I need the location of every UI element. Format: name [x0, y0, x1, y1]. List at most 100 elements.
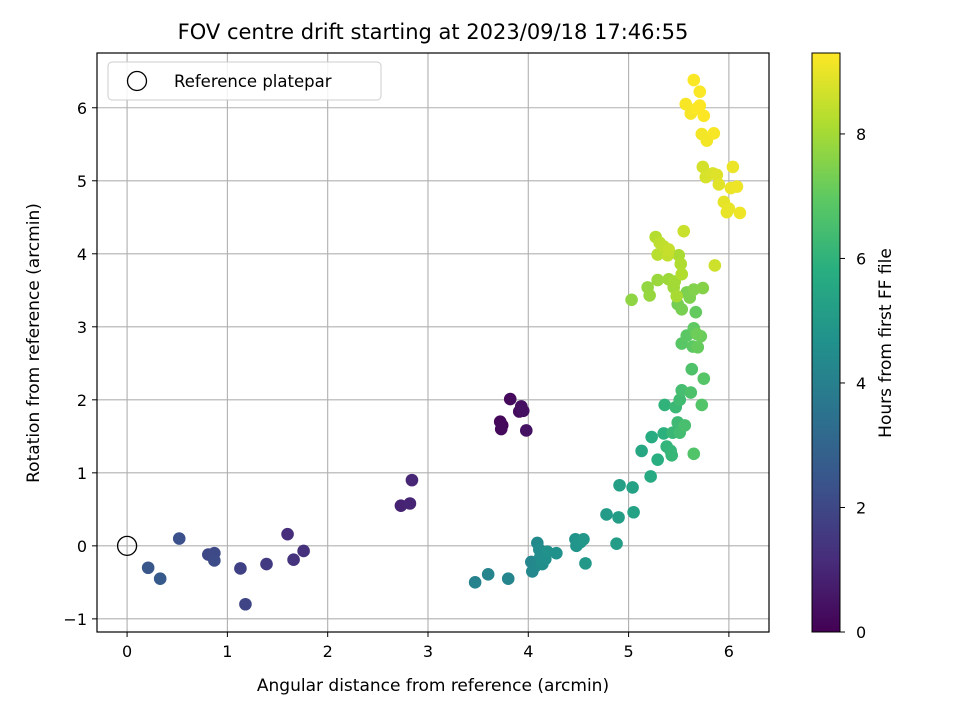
legend: Reference platepar — [107, 61, 382, 101]
legend-open-circle-icon — [126, 70, 148, 92]
data-point — [612, 511, 625, 524]
data-point — [501, 572, 515, 585]
data-point — [643, 289, 656, 302]
data-point — [550, 546, 563, 560]
data-point — [494, 422, 508, 436]
data-point — [697, 372, 711, 385]
data-point — [651, 273, 664, 287]
data-point — [673, 393, 687, 407]
data-point — [579, 557, 592, 570]
x-tick-label: 1 — [222, 642, 232, 661]
data-point — [577, 532, 590, 546]
legend-box — [107, 61, 382, 101]
data-point — [712, 178, 726, 191]
colorbar: 0 2 4 6 8 Hours from first FF file — [811, 52, 896, 642]
data-point — [733, 206, 747, 220]
data-point — [627, 505, 640, 519]
reference-marker-layer — [116, 535, 138, 556]
data-point — [516, 404, 530, 418]
x-tick-label: 0 — [122, 642, 132, 661]
colorbar-tick-label: 0 — [856, 623, 866, 642]
data-point — [691, 340, 705, 354]
data-point — [693, 85, 707, 98]
data-point — [644, 470, 657, 483]
y-axis-ticks: −1 0 1 2 3 4 5 6 — [63, 99, 97, 629]
data-point — [172, 532, 186, 545]
data-point — [153, 572, 167, 585]
data-point — [625, 293, 638, 307]
data-point — [689, 305, 703, 319]
data-point — [297, 544, 310, 558]
data-point — [600, 508, 613, 521]
data-point — [481, 568, 495, 581]
data-point — [287, 553, 300, 567]
data-point — [696, 160, 710, 174]
colorbar-tick-label: 6 — [856, 249, 866, 268]
data-point — [696, 281, 710, 295]
y-tick-label: 3 — [77, 318, 87, 337]
colorbar-tick-label: 8 — [856, 125, 866, 144]
data-point — [690, 327, 704, 341]
y-tick-label: 2 — [77, 391, 87, 410]
x-tick-label: 4 — [523, 642, 533, 661]
data-point — [645, 430, 658, 444]
data-point — [684, 386, 698, 399]
chart-title: FOV centre drift starting at 2023/09/18 … — [178, 20, 689, 44]
x-tick-label: 5 — [623, 642, 633, 661]
data-point — [141, 561, 155, 575]
data-point — [665, 449, 679, 462]
data-point — [675, 267, 689, 281]
legend-entry-reference: Reference platepar — [174, 72, 332, 91]
data-point — [674, 257, 688, 271]
data-point — [503, 392, 517, 406]
data-point — [405, 473, 419, 487]
data-point — [657, 427, 670, 440]
colorbar-gradient — [811, 52, 841, 633]
x-axis-ticks: 0 1 2 3 4 5 6 — [122, 632, 734, 661]
data-point — [468, 576, 482, 589]
y-tick-label: 6 — [77, 99, 87, 118]
x-tick-label: 3 — [423, 642, 433, 661]
data-points — [141, 73, 747, 611]
data-point — [679, 97, 693, 111]
x-tick-label: 2 — [323, 642, 333, 661]
data-point — [710, 168, 724, 182]
reference-platepar-marker — [116, 535, 138, 556]
plot-frame — [96, 52, 770, 633]
y-tick-label: 5 — [77, 172, 87, 191]
colorbar-tick-label: 2 — [856, 498, 866, 517]
x-tick-label: 6 — [724, 642, 734, 661]
colorbar-label: Hours from first FF file — [876, 248, 896, 438]
data-point — [651, 453, 664, 466]
data-point — [239, 597, 252, 611]
data-point — [707, 127, 721, 140]
data-point — [697, 109, 711, 123]
data-point — [695, 398, 709, 412]
data-point — [635, 444, 648, 458]
data-point — [726, 160, 740, 174]
data-point — [626, 481, 639, 494]
y-tick-label: 4 — [77, 245, 87, 264]
y-tick-label: 1 — [77, 464, 87, 483]
data-point — [281, 527, 294, 541]
y-axis-label: Rotation from reference (arcmin) — [24, 203, 44, 483]
data-point — [685, 362, 699, 376]
data-point — [675, 302, 689, 316]
data-point — [613, 478, 626, 492]
data-point — [234, 562, 247, 575]
data-point — [687, 447, 701, 461]
data-point — [677, 224, 691, 238]
x-axis-label: Angular distance from reference (arcmin) — [257, 676, 609, 696]
data-point — [708, 259, 722, 272]
data-point — [662, 243, 676, 256]
data-point — [687, 73, 701, 87]
data-point — [260, 557, 273, 571]
y-tick-label: 0 — [77, 537, 87, 556]
colorbar-tick-label: 4 — [856, 374, 866, 393]
data-point — [208, 554, 221, 567]
data-point — [678, 419, 692, 432]
data-point — [730, 180, 744, 193]
data-point — [658, 398, 671, 412]
data-point — [403, 497, 417, 510]
